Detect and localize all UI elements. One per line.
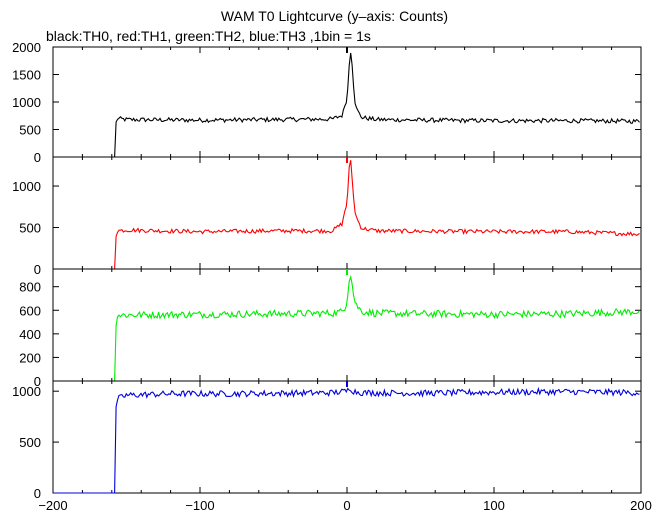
panel-th1: 0 500 1000 (12, 156, 642, 277)
panel-th2: 0 200 400 600 800 (19, 268, 642, 389)
x-axis: −200 −100 0 100 200 (38, 498, 652, 513)
y-tick-label: 800 (19, 280, 41, 295)
panel-frame-th3 (52, 380, 642, 494)
y-tick-label: 200 (19, 350, 41, 365)
y-tick-label: 500 (19, 123, 41, 138)
y-tick-label: 1000 (12, 384, 41, 399)
y-tick-label: 1500 (12, 68, 41, 83)
panel-frame-th0 (52, 46, 642, 158)
x-tick-label: 0 (343, 498, 350, 513)
y-tick-label: 500 (19, 435, 41, 450)
y-tick-label: 0 (34, 150, 41, 165)
y-tick-label: 500 (19, 221, 41, 236)
x-tick-label: 200 (630, 498, 652, 513)
series-th2 (53, 274, 640, 382)
y-tick-label: 1000 (12, 95, 41, 110)
y-tick-label: 1000 (12, 179, 41, 194)
series-th1 (53, 160, 640, 270)
y-tick-label: 0 (34, 374, 41, 389)
panel-th0: 0 500 1000 1500 2000 (12, 40, 642, 165)
series-th3 (53, 386, 640, 494)
y-tick-label: 600 (19, 303, 41, 318)
panel-th3: 0 500 1000 (12, 380, 642, 501)
panels-group: 0500100015002000050010000200400600800050… (12, 40, 642, 501)
y-tick-label: 0 (34, 262, 41, 277)
x-tick-label: −100 (185, 498, 214, 513)
panel-frame-th2 (52, 268, 642, 382)
chart-subtitle: black:TH0, red:TH1, green:TH2, blue:TH3 … (46, 28, 371, 44)
y-tick-label: 0 (34, 486, 41, 501)
chart-title: WAM T0 Lightcurve (y–axis: Counts) (220, 8, 449, 24)
x-tick-label: −200 (38, 498, 67, 513)
y-tick-label: 2000 (12, 40, 41, 55)
panel-frame-th1 (52, 156, 642, 270)
y-tick-label: 400 (19, 327, 41, 342)
x-tick-label: 100 (483, 498, 505, 513)
series-th0 (53, 52, 640, 158)
